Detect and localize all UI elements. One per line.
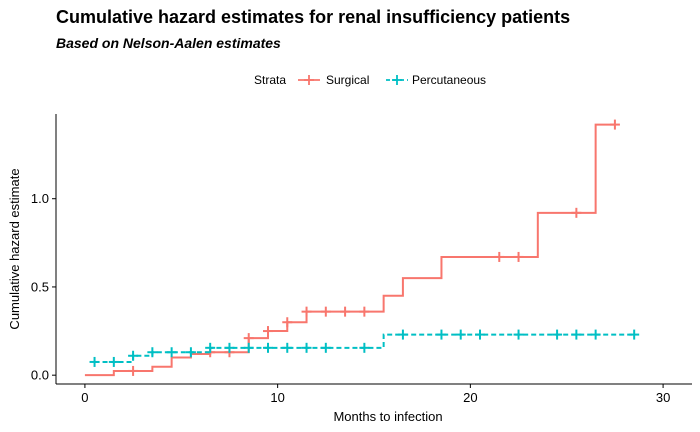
y-tick-label: 0.0: [31, 368, 49, 383]
censor-mark-percutaneous: [359, 342, 370, 353]
legend-key-surgical: [298, 75, 320, 85]
censor-mark-percutaneous: [455, 329, 466, 340]
tick-group: 0 10 20 30 0.0 0.5 1.0: [31, 191, 670, 405]
legend: Strata Surgical Percutaneous: [254, 73, 486, 87]
y-tick-label: 0.5: [31, 279, 49, 294]
censor-mark-percutaneous: [243, 342, 254, 353]
censor-mark-percutaneous: [185, 347, 196, 358]
censor-mark-percutaneous: [205, 342, 216, 353]
censor-mark-percutaneous: [590, 329, 601, 340]
series-layer: [84, 119, 640, 377]
censor-mark-percutaneous: [89, 356, 100, 367]
censor-mark-percutaneous: [301, 342, 312, 353]
series-line-surgical: [84, 123, 615, 377]
censor-mark-surgical: [609, 119, 620, 130]
censor-mark-surgical: [301, 306, 312, 317]
censor-mark-percutaneous: [513, 329, 524, 340]
censor-mark-surgical: [243, 333, 254, 344]
y-tick-label: 1.0: [31, 191, 49, 206]
censor-mark-surgical: [359, 306, 370, 317]
censor-mark-surgical: [282, 317, 293, 328]
chart-title: Cumulative hazard estimates for renal in…: [56, 7, 571, 27]
x-tick-label: 30: [656, 390, 670, 405]
x-axis-label: Months to infection: [333, 409, 442, 424]
censor-mark-percutaneous: [263, 342, 273, 353]
censor-mark-percutaneous: [282, 342, 293, 353]
censor-mark-surgical: [320, 306, 331, 317]
censor-mark-surgical: [340, 306, 351, 317]
censor-mark-surgical: [571, 207, 582, 218]
censor-mark-surgical: [128, 365, 139, 376]
censor-mark-percutaneous: [629, 329, 640, 340]
censor-mark-percutaneous: [571, 329, 582, 340]
legend-label-percutaneous: Percutaneous: [412, 73, 486, 87]
censor-mark-percutaneous: [320, 342, 331, 353]
legend-title: Strata: [254, 73, 286, 87]
censor-mark-percutaneous: [166, 347, 177, 358]
x-tick-label: 10: [270, 390, 284, 405]
censor-mark-surgical: [263, 326, 273, 337]
censor-mark-percutaneous: [224, 342, 235, 353]
censor-mark-percutaneous: [128, 350, 139, 361]
censor-mark-percutaneous: [475, 329, 485, 340]
censor-mark-surgical: [513, 251, 524, 262]
x-tick-label: 0: [81, 390, 88, 405]
legend-label-surgical: Surgical: [326, 73, 369, 87]
x-tick-label: 20: [463, 390, 477, 405]
censor-mark-surgical: [494, 251, 505, 262]
y-axis-label: Cumulative hazard estimate: [7, 168, 22, 329]
legend-key-percutaneous: [386, 75, 408, 85]
censor-mark-percutaneous: [436, 329, 447, 340]
censor-mark-percutaneous: [552, 329, 563, 340]
series-percutaneous: [89, 329, 640, 367]
chart-subtitle: Based on Nelson-Aalen estimates: [56, 35, 281, 51]
censor-mark-percutaneous: [397, 329, 408, 340]
series-surgical: [84, 119, 620, 377]
censor-mark-percutaneous: [108, 356, 119, 367]
censor-mark-percutaneous: [147, 347, 158, 358]
